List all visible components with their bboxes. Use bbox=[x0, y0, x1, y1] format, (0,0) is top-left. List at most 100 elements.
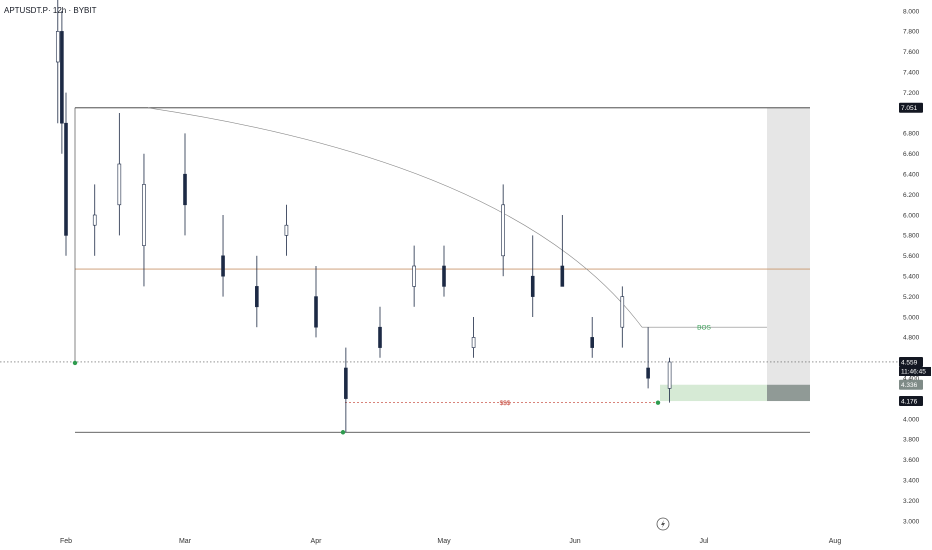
candle-body bbox=[646, 367, 650, 379]
candle-body bbox=[590, 337, 595, 348]
candle bbox=[117, 113, 122, 236]
y-tick-label: 5.600 bbox=[903, 253, 920, 260]
y-tick-label: 8.000 bbox=[903, 8, 920, 15]
y-tick-label: 3.200 bbox=[903, 498, 920, 505]
candle-body bbox=[92, 214, 97, 226]
candle-body bbox=[560, 265, 565, 287]
y-tick-label: 3.000 bbox=[903, 518, 920, 525]
y-tick-label: 7.600 bbox=[903, 49, 920, 56]
candle bbox=[255, 255, 259, 328]
x-tick-label: Aug bbox=[829, 538, 842, 545]
candle bbox=[620, 286, 625, 348]
y-tick-label: 7.800 bbox=[903, 29, 920, 36]
y-tick-label: 5.200 bbox=[903, 294, 920, 301]
y-tick-label: 6.000 bbox=[903, 212, 920, 219]
pivot-marker bbox=[72, 360, 78, 366]
y-tick-label: 7.200 bbox=[903, 90, 920, 97]
pivot-marker bbox=[655, 400, 661, 405]
upper-level-tag: 7.051 bbox=[901, 105, 918, 112]
candle bbox=[378, 306, 382, 358]
candle bbox=[667, 357, 672, 403]
y-tick-label: 4.800 bbox=[903, 335, 920, 342]
y-tick-label: 6.600 bbox=[903, 151, 920, 158]
last-price-tag: 4.559 bbox=[901, 359, 918, 366]
upper-level-tag-bg bbox=[899, 102, 923, 113]
candle bbox=[344, 347, 348, 433]
x-tick-label: Apr bbox=[311, 538, 323, 545]
lightning-icon[interactable] bbox=[656, 517, 670, 531]
candle-body bbox=[620, 296, 625, 328]
candle bbox=[646, 327, 650, 389]
candle bbox=[530, 235, 535, 317]
candle-body bbox=[667, 361, 672, 389]
candle-body bbox=[344, 367, 348, 399]
target-zone bbox=[767, 107, 810, 385]
candle-body bbox=[60, 31, 64, 124]
candle-body bbox=[412, 265, 416, 287]
candles bbox=[55, 0, 672, 433]
countdown-bg bbox=[899, 366, 931, 376]
zones bbox=[660, 107, 810, 402]
y-tick-label: 6.200 bbox=[903, 192, 920, 199]
y-tick-label: 5.800 bbox=[903, 233, 920, 240]
y-tick-label: 3.800 bbox=[903, 437, 920, 444]
candle-body bbox=[442, 265, 446, 287]
y-axis: 8.000 7.800 7.600 7.400 7.200 6.800 6.600 6.400… bbox=[903, 8, 920, 525]
candle-body bbox=[183, 173, 187, 206]
y-tick-label: 6.800 bbox=[903, 131, 920, 138]
entry-zone bbox=[660, 384, 767, 402]
candle bbox=[55, 0, 60, 124]
y-tick-label: 3.600 bbox=[903, 457, 920, 464]
stop-zone-tag-bg bbox=[899, 379, 923, 390]
candle-body bbox=[501, 204, 505, 257]
candle-body bbox=[142, 184, 146, 246]
candle-body bbox=[314, 296, 318, 328]
candle bbox=[560, 215, 565, 287]
liquidity-label: $$$ bbox=[500, 400, 511, 407]
bos-label: BOS bbox=[697, 325, 711, 332]
last-price-tag-bg bbox=[899, 356, 923, 367]
price-tags: 7.051 4.559 11:46:45 4.336 4.176 bbox=[899, 102, 931, 407]
pivot-marker bbox=[340, 430, 346, 435]
candle bbox=[64, 92, 68, 256]
candle-body bbox=[255, 286, 259, 308]
candle bbox=[314, 266, 318, 338]
x-tick-label: Jul bbox=[700, 538, 709, 545]
entry-level-tag-bg bbox=[899, 396, 923, 407]
countdown-label: 11:46:45 bbox=[901, 368, 926, 375]
y-tick-label: 5.400 bbox=[903, 274, 920, 281]
candle-body bbox=[55, 31, 60, 63]
symbol-title: APTUSDT.P· 12h · BYBIT bbox=[4, 6, 97, 15]
candle bbox=[471, 317, 476, 358]
x-tick-label: Jun bbox=[569, 538, 580, 545]
candle-body bbox=[221, 255, 225, 277]
x-tick-label: Mar bbox=[179, 538, 192, 545]
y-tick-label: 4.400 bbox=[903, 376, 920, 383]
candle bbox=[221, 215, 225, 297]
candle bbox=[92, 184, 97, 256]
candle-body bbox=[64, 122, 68, 236]
stop-zone-tag: 4.336 bbox=[901, 382, 918, 389]
y-tick-label: 7.400 bbox=[903, 70, 920, 77]
candle bbox=[442, 245, 446, 297]
candle-body bbox=[117, 163, 122, 206]
decay-curve bbox=[147, 107, 643, 328]
candle-body bbox=[284, 224, 289, 236]
candle-body bbox=[378, 326, 382, 348]
x-tick-label: May bbox=[437, 538, 451, 545]
candle bbox=[412, 245, 416, 307]
stop-zone bbox=[767, 384, 810, 402]
candle bbox=[284, 204, 289, 256]
y-tick-label: 5.000 bbox=[903, 314, 920, 321]
x-axis: Feb Mar Apr May Jun Jul Aug bbox=[60, 538, 841, 545]
candle bbox=[183, 133, 187, 236]
y-tick-label: 3.400 bbox=[903, 478, 920, 485]
y-tick-label: 4.000 bbox=[903, 416, 920, 423]
entry-level-tag: 4.176 bbox=[901, 398, 918, 405]
candle-body bbox=[471, 337, 476, 348]
y-tick-label: 6.400 bbox=[903, 172, 920, 179]
candle-body bbox=[530, 275, 535, 297]
candle bbox=[60, 11, 64, 154]
candle bbox=[501, 184, 505, 277]
